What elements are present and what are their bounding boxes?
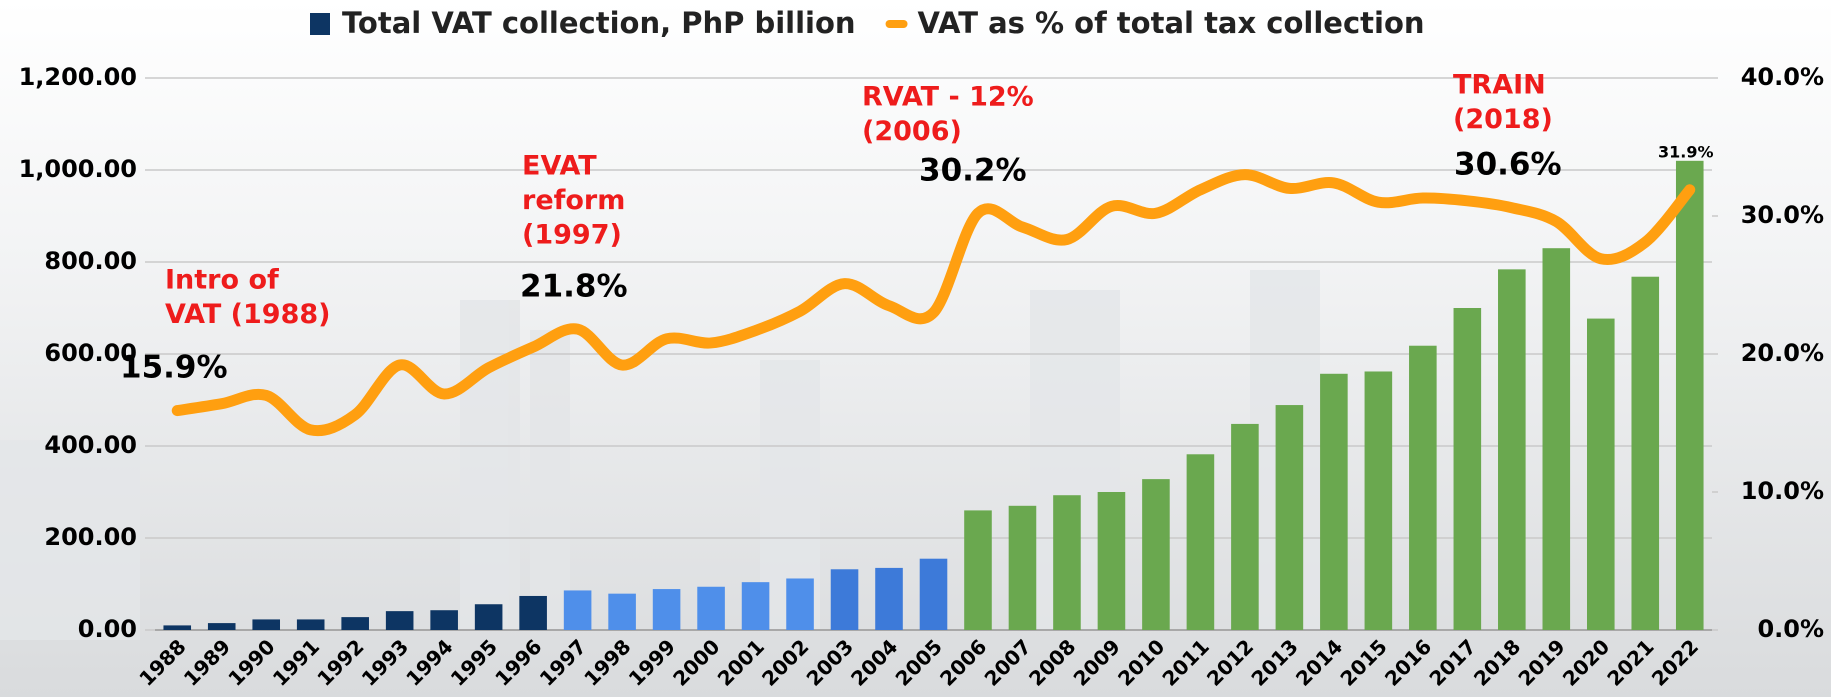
bar: [430, 610, 458, 630]
bar: [1320, 373, 1348, 630]
bar: [1586, 318, 1615, 630]
y2-tick-label: 30.0%: [1741, 201, 1824, 229]
bar: [964, 510, 992, 630]
data-label: 21.8%: [520, 269, 628, 305]
data-label: 30.2%: [919, 153, 1027, 189]
y-tick-label: 800.00: [44, 247, 137, 275]
y-tick-label: 0.00: [78, 615, 137, 643]
annotation: EVAT: [522, 151, 597, 182]
bar: [875, 567, 903, 630]
bar: [1008, 505, 1037, 630]
y-tick-label: 1,000.00: [19, 155, 137, 183]
annotation: VAT (1988): [165, 299, 331, 330]
annotation: TRAIN: [1453, 70, 1546, 101]
bar: [697, 586, 725, 630]
legend-label: VAT as % of total tax collection: [918, 6, 1425, 40]
bar: [1542, 248, 1571, 630]
annotation: (2018): [1453, 104, 1553, 135]
legend-swatch: [310, 13, 330, 35]
bar: [830, 569, 859, 630]
bar: [474, 604, 503, 630]
legend-label: Total VAT collection, PhP billion: [342, 6, 856, 40]
bar: [1498, 269, 1526, 630]
annotation: RVAT - 12%: [862, 82, 1034, 113]
bar: [1053, 495, 1081, 630]
bar: [252, 619, 281, 630]
bar: [608, 593, 636, 630]
legend: Total VAT collection, PhP billion VAT as …: [310, 6, 1425, 40]
y-tick-label: 200.00: [44, 523, 137, 551]
bar: [1453, 308, 1482, 630]
bar: [741, 582, 770, 630]
bar: [786, 578, 814, 630]
data-label: 30.6%: [1454, 147, 1562, 183]
line: [171, 169, 1696, 437]
bar: [563, 590, 592, 630]
annotation: Intro of: [165, 265, 279, 296]
bar: [1675, 160, 1704, 631]
y-tick-label: 1,200.00: [19, 63, 137, 91]
bar: [1275, 405, 1304, 630]
y2-tick-label: 20.0%: [1741, 339, 1824, 367]
bar: [1631, 276, 1660, 630]
bar: [341, 617, 369, 630]
bar: [652, 589, 681, 630]
y2-tick-label: 0.0%: [1757, 615, 1824, 643]
bar: [1186, 454, 1215, 630]
bar: [296, 619, 325, 630]
y2-tick-label: 10.0%: [1741, 477, 1824, 505]
bar: [1097, 492, 1126, 630]
annotation: reform: [522, 185, 625, 216]
bar: [385, 611, 414, 630]
y-tick-label: 600.00: [44, 339, 137, 367]
bar: [1364, 371, 1393, 630]
annotation: (1997): [522, 220, 622, 251]
bar: [207, 623, 236, 630]
bar: [1231, 423, 1259, 630]
bar: [519, 595, 547, 630]
legend-swatch: [885, 20, 908, 28]
bar: [163, 625, 192, 630]
bar: [1142, 479, 1170, 630]
y-tick-label: 400.00: [44, 431, 137, 459]
bar: [1409, 345, 1437, 630]
bar: [919, 558, 948, 630]
annotation: (2006): [862, 116, 962, 147]
data-label: 31.9%: [1658, 143, 1714, 162]
y2-tick-label: 40.0%: [1741, 63, 1824, 91]
data-label: 15.9%: [120, 350, 228, 386]
